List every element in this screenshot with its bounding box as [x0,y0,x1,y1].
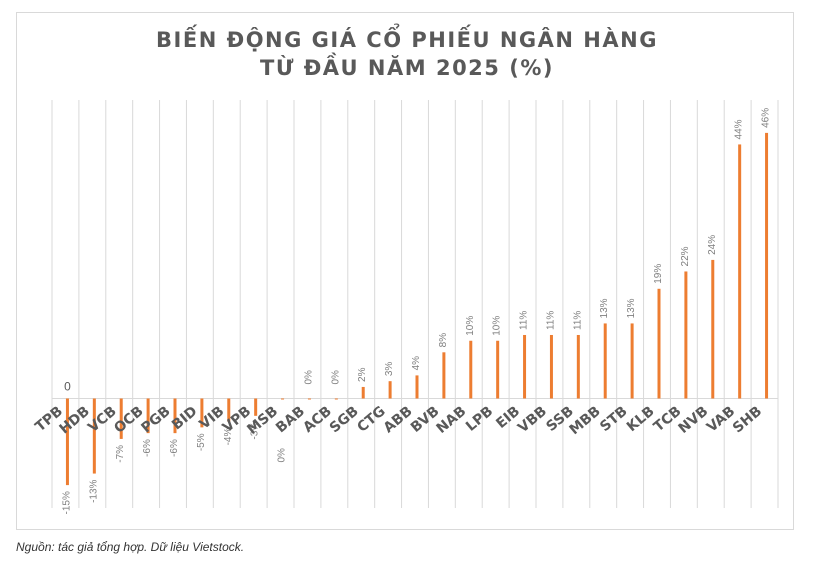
bar-acb [334,398,338,400]
category-label-sgb: SGB [327,403,362,436]
data-label-sgb: 2% [357,367,368,382]
data-label-vab: 44% [734,119,745,139]
bar-mbb [603,323,607,399]
data-label-bid: -5% [196,433,207,451]
bar-eib [523,334,527,399]
data-label-lpb: 10% [492,316,503,336]
data-label-ctg: 3% [384,362,395,377]
bar-vbb [549,334,553,399]
bar-ctg [388,381,392,399]
category-label-stb: STB [597,403,631,435]
chart-title-line-1: BIẾN ĐỘNG GIÁ CỔ PHIẾU NGÂN HÀNG [156,28,658,52]
chart-frame [16,12,794,530]
data-label-klb: 19% [653,264,664,284]
data-label-ocb: -6% [142,439,153,457]
bar-stb [630,323,634,399]
category-label-lpb: LPB [463,403,496,434]
category-label-vcb: VCB [85,403,120,436]
bar-sgb [361,386,365,399]
bar-shb [765,132,769,399]
bar-nab [469,340,473,399]
bar-tpb [65,398,69,486]
bar-klb [657,288,661,399]
category-label-hdb: HDB [57,403,93,437]
bar-ssb [576,334,580,399]
data-label-msb: 0% [277,448,288,463]
chart-title-line-2: TỪ ĐẦU NĂM 2025 (%) [260,56,554,80]
data-label-stb: 13% [626,298,637,318]
data-label-vib: -4% [223,428,234,446]
category-label-msb: MSB [244,403,281,438]
bar-nvb [711,259,715,399]
data-label-hdb: -13% [88,479,99,502]
data-label-tpb: -15% [61,491,72,514]
data-label-vpb: -3% [250,422,261,440]
data-label-mbb: 13% [599,298,610,318]
data-label-nvb: 24% [707,235,718,255]
category-label-bab: BAB [273,403,308,436]
bar-vib [227,398,231,422]
category-label-klb: KLB [624,403,658,435]
bar-lpb [496,340,500,399]
data-label-eib: 11% [519,311,530,330]
bar-abb [415,375,419,399]
extra-zero-label: 0 [64,380,71,394]
category-label-vab: VAB [704,403,738,435]
data-label-abb: 4% [411,356,422,371]
bar-vpb [254,398,258,416]
bar-pgb [173,398,177,434]
bar-hdb [92,398,96,474]
data-label-bab: 0% [303,370,314,385]
category-label-abb: ABB [381,403,416,436]
bar-bvb [442,352,446,399]
data-label-vbb: 11% [545,311,556,330]
bar-ocb [146,398,150,434]
bar-chart: TPB-15%HDB-13%VCB-7%OCB-6%PGB-6%BID-5%VI… [32,100,779,514]
data-label-shb: 46% [761,108,772,128]
data-label-pgb: -6% [169,439,180,457]
data-label-bvb: 8% [438,333,449,348]
category-label-acb: ACB [300,403,335,436]
category-label-ocb: OCB [111,403,146,436]
data-label-ssb: 11% [572,311,583,330]
category-label-nab: NAB [434,403,470,437]
category-label-vbb: VBB [515,403,550,436]
data-label-acb: 0% [330,370,341,385]
category-label-nvb: NVB [676,403,712,437]
bar-msb [281,398,285,400]
category-label-bvb: BVB [408,403,442,436]
data-label-nab: 10% [465,316,476,336]
category-label-pgb: PGB [138,403,173,436]
source-note: Nguồn: tác giả tổng hợp. Dữ liệu Vietsto… [16,540,245,554]
data-label-vcb: -7% [115,445,126,463]
category-label-shb: SHB [730,403,765,436]
category-label-ctg: CTG [354,403,388,435]
bar-vab [738,144,742,399]
data-label-tcb: 22% [680,246,691,266]
bar-bab [307,398,311,400]
bar-bid [200,398,204,428]
bar-tcb [684,271,688,399]
bar-vcb [119,398,123,439]
